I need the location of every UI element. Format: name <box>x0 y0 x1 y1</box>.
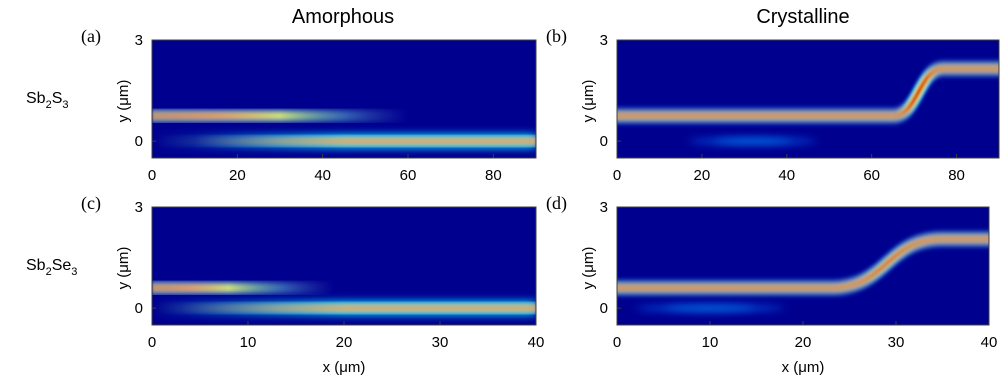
x-tick-label: 30 <box>888 334 905 351</box>
y-axis-label: y (μm) <box>580 247 597 290</box>
heatmap-background <box>617 40 999 158</box>
x-tick-label: 0 <box>148 334 156 351</box>
x-tick-label: 0 <box>148 167 156 184</box>
panel-c: 0 10 20 30 40 0 3 (c) y (μm) x (μm) <box>81 193 544 376</box>
field-layer <box>617 232 989 313</box>
y-axis-label: y (μm) <box>580 80 597 123</box>
panel-label: (d) <box>546 193 567 214</box>
y-tick-label: 3 <box>600 32 608 49</box>
y-tick-label: 3 <box>135 32 143 49</box>
row-label-sb2s3-sub1: 2 <box>46 99 52 111</box>
x-tick-label: 20 <box>229 167 246 184</box>
panel-label: (a) <box>81 26 101 47</box>
x-tick-label: 60 <box>400 167 417 184</box>
row-label-sb2se3-sub2: 3 <box>71 266 77 278</box>
y-tick-label: 3 <box>135 199 143 216</box>
x-tick-label: 40 <box>981 334 998 351</box>
x-tick-label: 20 <box>694 167 711 184</box>
x-tick-label: 40 <box>778 167 795 184</box>
panel-label: (b) <box>546 26 567 47</box>
row-label-sb2se3-sub1: 2 <box>46 266 52 278</box>
axes-frame <box>151 39 537 159</box>
upper-waveguide-fading <box>152 281 536 294</box>
row-label-sb2se3: Sb2Se3 <box>26 257 77 278</box>
x-tick-label: 10 <box>240 334 257 351</box>
panel-b: 0 20 40 60 80 0 3 (b) y (μm) <box>546 26 1000 184</box>
lower-waveguide-core <box>152 302 536 314</box>
x-tick-label: 0 <box>613 334 621 351</box>
x-tick-label: 40 <box>314 167 331 184</box>
x-tick-label: 20 <box>795 334 812 351</box>
x-axis-label: x (μm) <box>323 359 366 376</box>
lower-waveguide-core <box>152 135 536 147</box>
lower-waveguide-weak-core <box>714 138 792 144</box>
y-tick-label: 0 <box>600 133 608 150</box>
y-tick-label: 0 <box>135 300 143 317</box>
x-tick-label: 60 <box>863 167 880 184</box>
field-layer <box>152 109 536 149</box>
column-title-amorphous: Amorphous <box>292 6 394 28</box>
x-tick-label: 30 <box>432 334 449 351</box>
row-label-sb2s3-mid: S <box>52 90 63 107</box>
row-label-sb2s3-sub2: 3 <box>62 99 68 111</box>
column-title-crystalline: Crystalline <box>756 6 849 28</box>
upper-waveguide-s-bend <box>617 62 999 123</box>
x-tick-label: 80 <box>948 167 965 184</box>
field-layer <box>152 281 536 316</box>
upper-waveguide-s-bend <box>617 232 989 295</box>
y-axis-label: y (μm) <box>115 80 132 123</box>
y-tick-label: 0 <box>135 133 143 150</box>
x-tick-label: 40 <box>528 334 545 351</box>
row-label-sb2s3: Sb2S3 <box>26 90 69 111</box>
x-tick-label: 80 <box>485 167 502 184</box>
panel-a: 0 20 40 60 80 0 3 (a) y (μm) <box>81 26 537 184</box>
row-label-sb2s3-base: Sb <box>26 90 46 107</box>
field-layer <box>617 62 999 146</box>
upper-waveguide-fading <box>152 109 536 122</box>
panel-label: (c) <box>81 193 101 214</box>
x-axis-label: x (μm) <box>782 359 825 376</box>
axes-frame <box>616 39 1000 159</box>
y-tick-label: 3 <box>600 199 608 216</box>
y-axis-label: y (μm) <box>115 247 132 290</box>
lower-waveguide-weak-core <box>665 305 755 311</box>
x-tick-label: 20 <box>336 334 353 351</box>
x-tick-label: 10 <box>702 334 719 351</box>
y-tick-label: 0 <box>600 300 608 317</box>
row-label-sb2se3-base: Sb <box>26 257 46 274</box>
panel-d: 0 10 20 30 40 0 3 (d) y (μm) x (μm) <box>546 193 997 376</box>
row-label-sb2se3-mid: Se <box>52 257 72 274</box>
x-tick-label: 0 <box>613 167 621 184</box>
